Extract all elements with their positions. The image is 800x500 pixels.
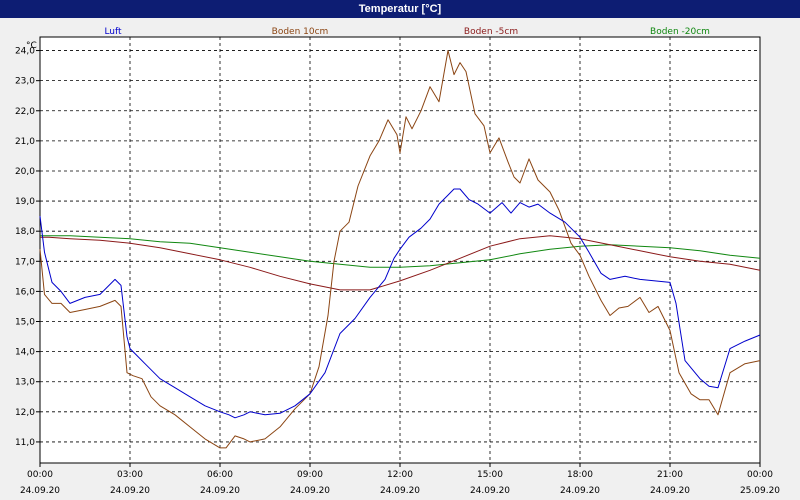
legend-entry-luft: Luft: [104, 27, 122, 37]
x-tick-time-label: 18:00: [567, 470, 593, 480]
x-tick-time-label: 12:00: [387, 470, 413, 480]
y-axis-unit-label: °C: [26, 41, 37, 51]
y-tick-label: 24,0: [15, 47, 35, 57]
legend: Luft Boden 10cm Boden -5cm Boden -20cm: [104, 27, 710, 37]
temperature-chart: 24,0 23,0 22,0 21,0 20,0 19,0 18,0 17,0 16,0 15,0…: [15, 27, 780, 496]
x-tick-time-label: 03:00: [117, 470, 143, 480]
y-tick-label: 20,0: [15, 167, 35, 177]
y-tick-label: 15,0: [15, 318, 35, 328]
x-tick-date-label: 24.09.20: [20, 486, 60, 496]
legend-entry-boden-5cm: Boden -5cm: [464, 27, 518, 37]
x-tick-time-label: 00:00: [747, 470, 773, 480]
x-tick-date-label: 24.09.20: [200, 486, 240, 496]
x-tick-date-label: 24.09.20: [380, 486, 420, 496]
y-tick-label: 12,0: [15, 408, 35, 418]
y-tick-label: 16,0: [15, 287, 35, 297]
x-tick-date-label: 24.09.20: [650, 486, 690, 496]
chart-title: Temperatur [°C]: [0, 0, 800, 18]
x-tick-date-label: 24.09.20: [110, 486, 150, 496]
y-tick-label: 17,0: [15, 257, 35, 267]
y-tick-label: 11,0: [15, 438, 35, 448]
series-line-boden-20cm: [40, 235, 761, 268]
series-line-luft: [39, 188, 761, 419]
x-tick-time-label: 00:00: [27, 470, 53, 480]
series-line-boden-10cm: [39, 50, 761, 449]
series-lines: [39, 50, 761, 449]
y-tick-label: 19,0: [15, 197, 35, 207]
series-line-boden-5cm: [40, 235, 761, 291]
y-tick-label: 22,0: [15, 107, 35, 117]
x-axis: 00:00 24.09.20 03:00 24.09.20 06:00 24.09.20 0…: [20, 463, 780, 496]
y-tick-label: 23,0: [15, 77, 35, 87]
y-tick-label: 14,0: [15, 348, 35, 358]
grid-lines: [40, 37, 760, 463]
y-tick-label: 13,0: [15, 378, 35, 388]
legend-entry-boden-10cm: Boden 10cm: [272, 27, 329, 37]
x-tick-time-label: 09:00: [297, 470, 323, 480]
x-tick-time-label: 21:00: [657, 470, 683, 480]
x-tick-time-label: 06:00: [207, 470, 233, 480]
x-tick-date-label: 24.09.20: [290, 486, 330, 496]
y-tick-label: 18,0: [15, 227, 35, 237]
x-tick-date-label: 24.09.20: [560, 486, 600, 496]
x-tick-date-label: 25.09.20: [740, 486, 780, 496]
x-tick-time-label: 15:00: [477, 470, 503, 480]
y-tick-label: 21,0: [15, 137, 35, 147]
y-axis: 24,0 23,0 22,0 21,0 20,0 19,0 18,0 17,0 16,0 15,0…: [15, 47, 40, 448]
x-tick-date-label: 24.09.20: [470, 486, 510, 496]
legend-entry-boden-20cm: Boden -20cm: [650, 27, 710, 37]
